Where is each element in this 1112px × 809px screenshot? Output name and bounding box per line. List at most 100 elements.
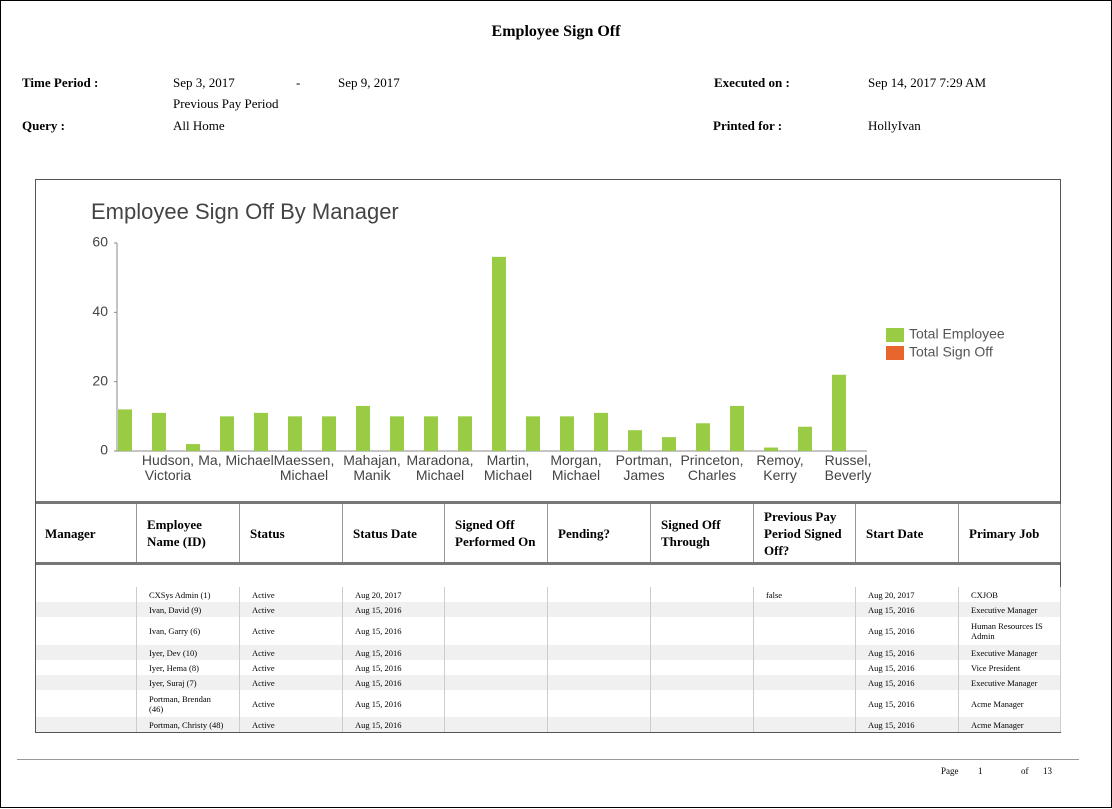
table-cell: Aug 15, 2016 [856,617,959,645]
table-cell: Aug 15, 2016 [343,717,445,732]
table-cell [754,660,856,675]
table-cell [651,690,754,717]
bar [526,416,540,451]
table-cell [754,602,856,617]
table-cell: false [754,587,856,602]
column-header: Status [240,504,343,562]
footer-rule [17,759,1079,760]
table-cell [651,645,754,660]
table-cell [548,675,651,690]
table-cell: Aug 15, 2016 [856,645,959,660]
table-cell: Portman, Christy (48) [137,717,240,732]
time-period-label: Time Period : [22,75,99,90]
table-border [35,732,1061,733]
x-tick-label: Morgan, Michael [550,452,602,483]
y-tick-label: 20 [92,372,108,388]
bar [152,412,166,451]
table-cell [754,675,856,690]
table-cell [35,717,137,732]
table-cell [754,690,856,717]
table-cell [35,587,137,602]
of-label: of [1021,766,1029,776]
table-cell: Active [240,602,343,617]
table-cell [445,602,548,617]
y-tick-label: 60 [92,234,108,250]
table-cell: Acme Manager [959,690,1061,717]
total-pages: 13 [1043,766,1052,776]
executed-label: Executed on : [714,75,790,90]
table-cell [548,587,651,602]
table-cell [445,587,548,602]
table-cell [35,690,137,717]
table-cell: Aug 15, 2016 [343,675,445,690]
table-cell: Active [240,587,343,602]
table-cell [754,645,856,660]
column-header: Employee Name (ID) [137,504,240,562]
bar [254,412,268,451]
table-cell: Active [240,717,343,732]
table-cell [548,602,651,617]
bar [492,256,506,451]
table-cell [651,617,754,645]
column-header: Signed Off Through [651,504,754,562]
table-cell [651,675,754,690]
column-header: Primary Job [959,504,1061,562]
table-rule [35,501,1061,504]
table-cell [445,717,548,732]
x-tick-label: Portman, James [615,452,673,483]
bar [594,412,608,451]
bar [458,416,472,451]
column-header: Status Date [343,504,445,562]
table-cell: Active [240,660,343,675]
table-cell: Aug 15, 2016 [343,645,445,660]
bar [288,416,302,451]
period-end: Sep 9, 2017 [338,75,400,90]
table-cell [548,717,651,732]
x-tick-label: Princeton, Charles [680,452,744,483]
table-cell: Iyer, Suraj (7) [137,675,240,690]
legend-label: Total Employee [909,326,1005,342]
legend-swatch [886,328,904,342]
table-cell: Aug 15, 2016 [343,602,445,617]
table-cell: Executive Manager [959,675,1061,690]
table-cell: Ivan, David (9) [137,602,240,617]
bar [118,409,132,451]
query: All Home [173,118,225,133]
table-cell [548,660,651,675]
column-header: Previous Pay Period Signed Off? [754,504,856,562]
table-cell [548,617,651,645]
table-cell [651,717,754,732]
chart-title: Employee Sign Off By Manager [91,199,399,224]
column-header: Start Date [856,504,959,562]
legend-swatch [886,346,904,360]
column-header: Pending? [548,504,651,562]
table-rule [35,562,1061,565]
y-tick-label: 0 [100,442,108,458]
table-cell: Aug 15, 2016 [856,717,959,732]
table-cell: Aug 20, 2017 [856,587,959,602]
legend-label: Total Sign Off [909,344,993,360]
x-tick-label: Martin, Michael [483,452,533,483]
table-cell [445,617,548,645]
table-cell [754,717,856,732]
bar [220,416,234,451]
bar [390,416,404,451]
x-tick-label: Hudson, Victoria [141,452,195,483]
table-cell: Active [240,690,343,717]
table-cell [35,675,137,690]
row-band [36,602,1060,617]
table-cell: CXJOB [959,587,1061,602]
table-cell [651,660,754,675]
x-tick-label: Remoy, Kerry [756,452,804,483]
table-cell [754,617,856,645]
executed: Sep 14, 2017 7:29 AM [868,75,987,90]
table-cell [445,675,548,690]
table-border [35,179,36,732]
x-tick-label: Ma, Michael [198,452,274,468]
x-tick-label: Russel, Beverly [824,452,872,483]
column-header: Manager [35,504,137,562]
table-cell [35,660,137,675]
period-name: Previous Pay Period [173,96,279,111]
bar [730,405,744,451]
